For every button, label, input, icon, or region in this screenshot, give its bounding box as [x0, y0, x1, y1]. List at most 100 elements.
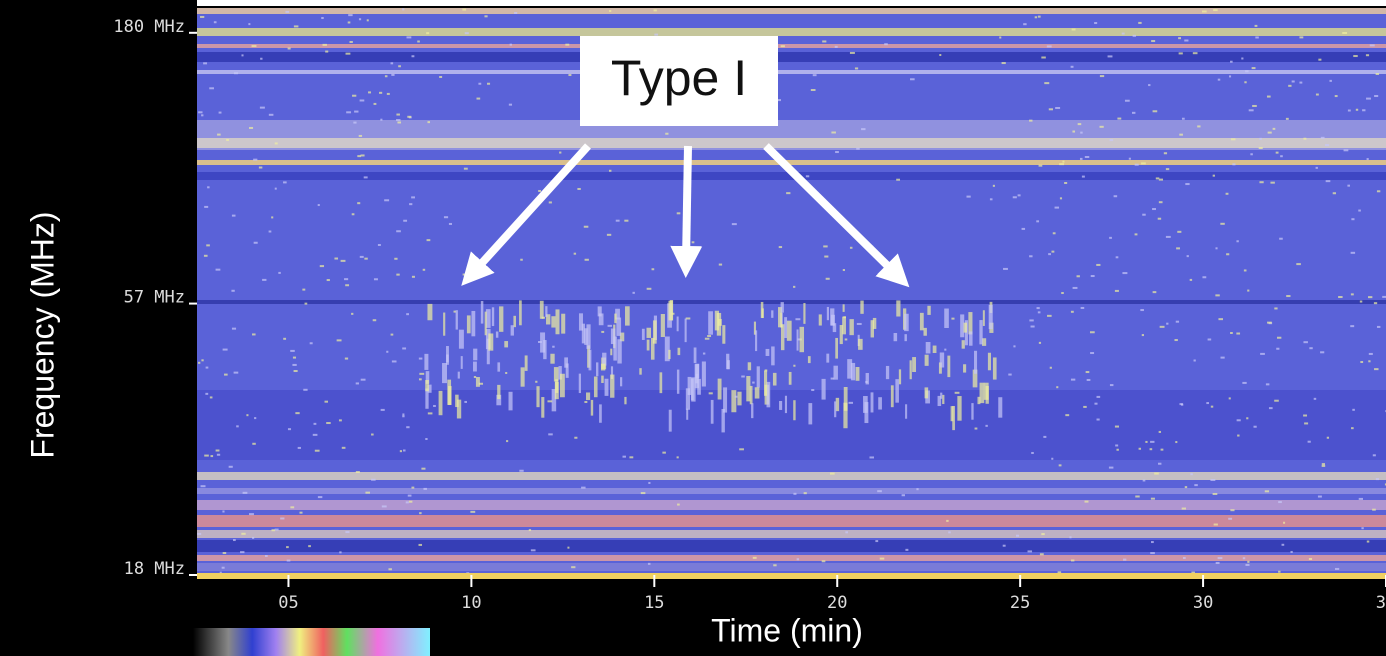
spectrogram-speck: [530, 549, 536, 552]
spectrogram-speck: [1185, 183, 1190, 186]
spectrogram-speck: [1182, 557, 1186, 560]
spectrogram-speck: [411, 486, 415, 489]
spectrogram-speck: [1192, 52, 1198, 55]
arrow: [461, 143, 591, 286]
spectrogram-speck: [406, 36, 412, 39]
spectrogram-speck: [1217, 78, 1221, 81]
spectrogram-speck: [259, 106, 265, 109]
spectrogram-speck: [784, 395, 788, 414]
spectrogram-speck: [210, 455, 214, 458]
spectrogram-speck: [504, 341, 509, 348]
spectrogram-speck: [426, 239, 431, 242]
spectrogram-speck: [909, 360, 912, 380]
x-axis-label: Time (min): [711, 612, 863, 648]
spectrogram-speck: [1350, 251, 1356, 254]
spectrogram-speck: [407, 115, 412, 118]
spectrogram-speck: [1064, 181, 1068, 184]
spectrogram-speck: [773, 564, 777, 567]
spectrogram-speck: [1213, 9, 1218, 12]
spectrogram-speck: [1158, 178, 1164, 181]
spectrogram-speck: [357, 202, 361, 205]
spectrogram-speck: [784, 317, 788, 339]
spectrogram-speck: [1272, 127, 1276, 130]
spectrogram-speck: [847, 359, 853, 379]
spectrogram-speck: [547, 400, 553, 403]
spectrogram-speck: [297, 446, 301, 449]
spectrogram-speck: [586, 392, 591, 401]
spectrogram-speck: [771, 310, 774, 318]
spectrogram-speck: [427, 412, 433, 415]
spectrogram-speck: [607, 324, 612, 327]
spectrogram-speck: [646, 339, 650, 351]
spectrogram-speck: [321, 17, 324, 20]
x-tick-label: 15: [644, 593, 664, 613]
spectrogram-speck: [551, 389, 557, 412]
spectrogram-speck: [417, 40, 420, 43]
spectrogram-speck: [390, 62, 394, 65]
spectrogram-speck: [807, 356, 811, 364]
spectrogram-speck: [987, 352, 992, 371]
spectrogram-speck: [1206, 402, 1209, 405]
spectrogram-speck: [1202, 10, 1207, 13]
spectrogram-speck: [1384, 483, 1386, 486]
spectrogram-speck: [723, 387, 728, 413]
spectrogram-speck: [422, 268, 426, 271]
spectrogram-speck: [528, 529, 532, 532]
spectrogram-speck: [317, 204, 320, 207]
spectrogram-speck: [1215, 247, 1218, 250]
spectrogram-speck: [351, 312, 354, 315]
y-tick-label: 180 MHz: [113, 17, 185, 37]
spectrogram-speck: [1037, 15, 1041, 18]
spectrogram-speck: [1148, 84, 1151, 87]
spectrogram-speck: [779, 400, 783, 410]
spectrogram-speck: [1274, 307, 1278, 310]
spectrogram-speck: [676, 212, 681, 215]
spectrogram-speck: [1181, 117, 1185, 120]
spectrogram-speck: [252, 442, 256, 445]
spectrogram-speck: [274, 142, 278, 145]
spectrogram-speck: [693, 347, 697, 364]
spectrogram-speck: [485, 309, 491, 328]
spectrogram-speck: [701, 361, 706, 387]
spectrogram-speck: [1202, 276, 1207, 279]
spectrogram-speck: [1036, 220, 1040, 223]
spectrogram-speck: [646, 327, 652, 338]
spectrogram-speck: [992, 357, 997, 380]
spectrogram-speck: [402, 415, 405, 418]
spectrogram-speck: [427, 121, 431, 124]
spectrogram-speck: [1254, 24, 1258, 27]
spectrogram-speck: [1036, 307, 1040, 310]
spectrogram-speck: [821, 560, 826, 563]
spectrogram-speck: [396, 230, 401, 233]
spectrogram-speck: [345, 284, 350, 287]
spectrogram-speck: [650, 337, 655, 360]
spectrogram-speck: [1276, 347, 1280, 350]
spectrogram-speck: [1366, 158, 1369, 161]
spectrogram-speck: [200, 485, 206, 488]
spectrogram-speck: [937, 395, 942, 407]
spectrogram-speck: [660, 313, 665, 338]
spectrogram-speck: [606, 233, 612, 236]
spectrogram-speck: [1163, 152, 1168, 155]
spectrogram-speck: [835, 151, 839, 154]
spectrogram-speck: [665, 132, 669, 135]
spectrogram-speck: [793, 400, 796, 421]
spectrogram-speck: [1080, 306, 1085, 309]
spectrogram-speck: [1121, 32, 1125, 35]
spectrogram-speck: [487, 82, 491, 85]
spectrogram-speck: [1116, 448, 1119, 451]
spectrogram-speck: [974, 427, 978, 430]
spectrogram-speck: [407, 494, 412, 497]
spectrogram-speck: [1115, 444, 1119, 447]
spectrogram-speck: [1212, 492, 1218, 495]
spectrogram-speck: [964, 320, 968, 346]
spectrogram-speck: [405, 501, 409, 504]
spectrogram-speck: [1099, 75, 1105, 78]
spectrogram-speck: [746, 376, 751, 402]
spectrogram-speck: [455, 394, 459, 408]
spectrogram-speck: [916, 488, 919, 491]
spectrogram-speck: [418, 543, 423, 546]
spectrogram-speck: [842, 269, 845, 272]
spectrogram-speck: [427, 384, 432, 393]
spectrogram-speck: [1109, 236, 1112, 239]
